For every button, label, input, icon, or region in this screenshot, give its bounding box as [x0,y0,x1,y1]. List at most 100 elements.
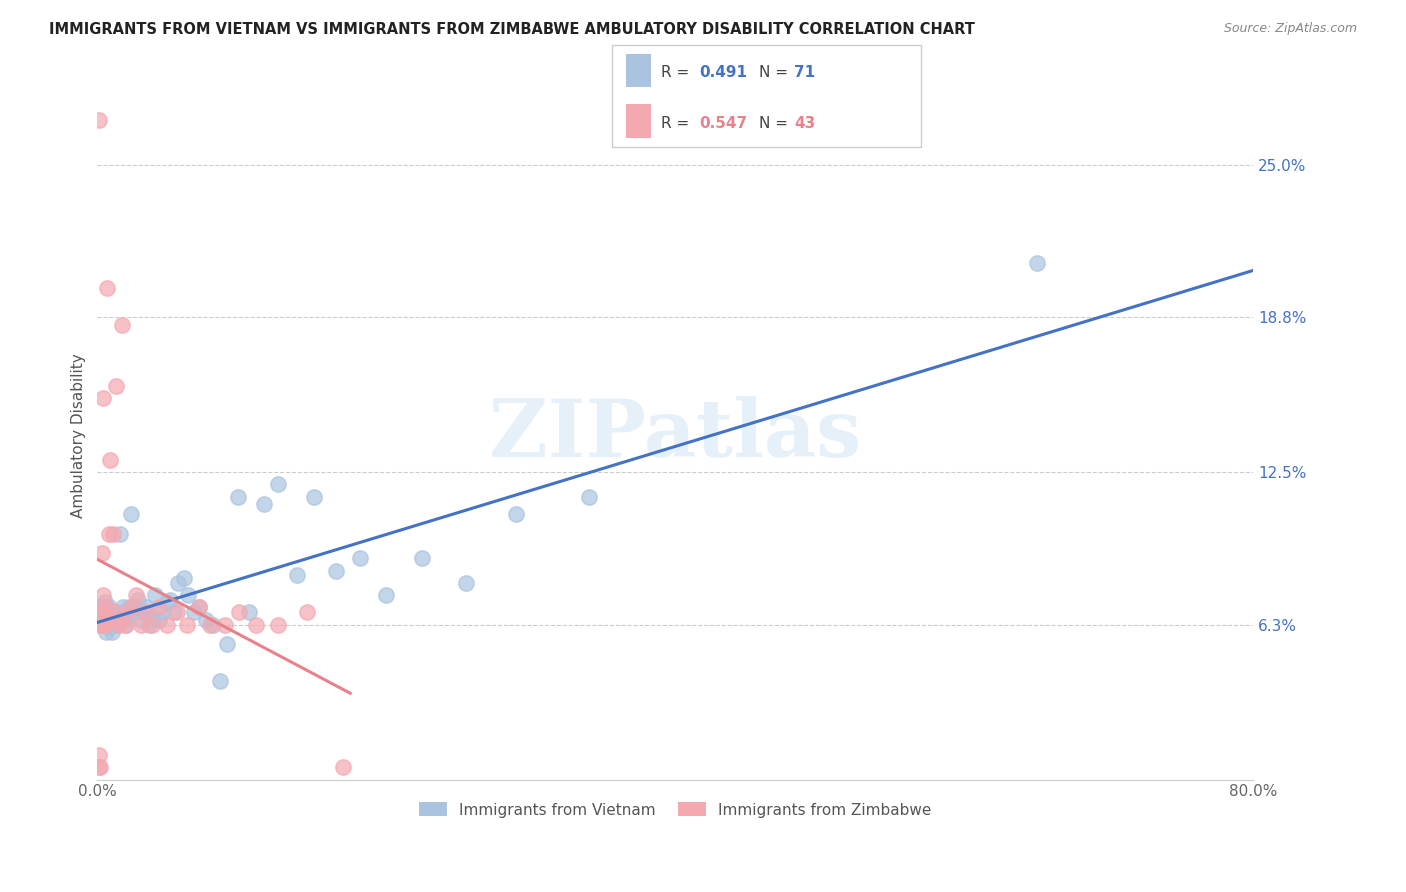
Immigrants from Zimbabwe [125,588,148,602]
Immigrants from Zimbabwe [105,379,128,393]
Immigrants from Vietnam [93,605,115,619]
Immigrants from Vietnam [98,605,121,619]
Text: 0.491: 0.491 [699,64,747,79]
Immigrants from Zimbabwe [114,617,136,632]
Immigrants from Vietnam [226,490,249,504]
Immigrants from Zimbabwe [111,318,134,332]
Immigrants from Vietnam [122,605,145,619]
Immigrants from Vietnam [183,605,205,619]
Immigrants from Vietnam [325,564,347,578]
Immigrants from Zimbabwe [166,605,188,619]
Immigrants from Vietnam [98,620,121,634]
Immigrants from Zimbabwe [108,617,131,632]
Text: Source: ZipAtlas.com: Source: ZipAtlas.com [1223,22,1357,36]
Immigrants from Vietnam [96,605,118,619]
Immigrants from Vietnam [93,595,115,609]
Immigrants from Zimbabwe [90,617,112,632]
Immigrants from Vietnam [87,605,110,619]
Immigrants from Vietnam [167,575,190,590]
Immigrants from Zimbabwe [245,617,267,632]
Immigrants from Vietnam [129,613,152,627]
Immigrants from Zimbabwe [156,617,179,632]
Immigrants from Vietnam [267,477,290,491]
Text: 43: 43 [794,115,815,130]
Immigrants from Zimbabwe [93,617,115,632]
Immigrants from Vietnam [187,600,209,615]
Immigrants from Zimbabwe [135,605,157,619]
Text: N =: N = [759,64,793,79]
Immigrants from Zimbabwe [98,452,121,467]
Immigrants from Zimbabwe [117,605,139,619]
Immigrants from Zimbabwe [89,760,111,774]
Immigrants from Zimbabwe [90,605,112,619]
Immigrants from Zimbabwe [93,605,115,619]
Immigrants from Zimbabwe [87,113,110,128]
Immigrants from Vietnam [454,575,477,590]
Immigrants from Zimbabwe [91,617,114,632]
Immigrants from Vietnam [89,613,111,627]
Immigrants from Zimbabwe [332,760,354,774]
Immigrants from Vietnam [217,637,239,651]
Immigrants from Vietnam [97,600,120,615]
Immigrants from Vietnam [163,605,186,619]
Immigrants from Zimbabwe [89,617,111,632]
Immigrants from Vietnam [578,490,600,504]
Immigrants from Zimbabwe [187,600,209,615]
Immigrants from Zimbabwe [101,613,124,627]
Immigrants from Vietnam [94,605,117,619]
Immigrants from Vietnam [138,617,160,632]
Immigrants from Vietnam [91,600,114,615]
Immigrants from Zimbabwe [90,546,112,560]
Immigrants from Vietnam [156,595,179,609]
Immigrants from Vietnam [115,617,138,632]
Text: N =: N = [759,115,793,130]
Immigrants from Vietnam [143,588,166,602]
Immigrants from Zimbabwe [198,617,221,632]
Immigrants from Zimbabwe [103,526,125,541]
Text: 0.547: 0.547 [699,115,747,130]
Immigrants from Zimbabwe [295,605,318,619]
Immigrants from Vietnam [159,593,181,607]
Immigrants from Vietnam [252,497,274,511]
Text: 71: 71 [794,64,815,79]
Text: IMMIGRANTS FROM VIETNAM VS IMMIGRANTS FROM ZIMBABWE AMBULATORY DISABILITY CORREL: IMMIGRANTS FROM VIETNAM VS IMMIGRANTS FR… [49,22,976,37]
Immigrants from Vietnam [1025,256,1047,270]
Immigrants from Vietnam [238,605,260,619]
Immigrants from Zimbabwe [121,600,143,615]
Immigrants from Vietnam [101,625,124,640]
Immigrants from Vietnam [141,613,163,627]
Immigrants from Vietnam [101,613,124,627]
Legend: Immigrants from Vietnam, Immigrants from Zimbabwe: Immigrants from Vietnam, Immigrants from… [413,797,938,823]
Immigrants from Vietnam [375,588,398,602]
Immigrants from Vietnam [97,613,120,627]
Immigrants from Vietnam [201,617,224,632]
Immigrants from Zimbabwe [176,617,198,632]
Immigrants from Vietnam [103,605,125,619]
Immigrants from Vietnam [411,551,433,566]
Immigrants from Vietnam [91,613,114,627]
Immigrants from Zimbabwe [87,747,110,762]
Immigrants from Vietnam [127,593,149,607]
Immigrants from Zimbabwe [228,605,250,619]
Immigrants from Vietnam [108,613,131,627]
Immigrants from Zimbabwe [148,600,170,615]
Text: ZIPatlas: ZIPatlas [489,396,862,475]
Immigrants from Zimbabwe [87,760,110,774]
Immigrants from Vietnam [118,600,141,615]
Immigrants from Vietnam [194,613,217,627]
Immigrants from Vietnam [505,507,527,521]
Immigrants from Vietnam [349,551,371,566]
Immigrants from Zimbabwe [91,392,114,406]
Immigrants from Vietnam [150,605,173,619]
Immigrants from Vietnam [148,613,170,627]
Immigrants from Vietnam [107,613,129,627]
Immigrants from Zimbabwe [91,588,114,602]
Immigrants from Zimbabwe [129,617,152,632]
Immigrants from Vietnam [302,490,325,504]
Immigrants from Zimbabwe [214,617,236,632]
Immigrants from Vietnam [114,613,136,627]
Text: R =: R = [661,64,695,79]
Immigrants from Vietnam [103,617,125,632]
Immigrants from Vietnam [96,617,118,632]
Immigrants from Vietnam [104,605,127,619]
